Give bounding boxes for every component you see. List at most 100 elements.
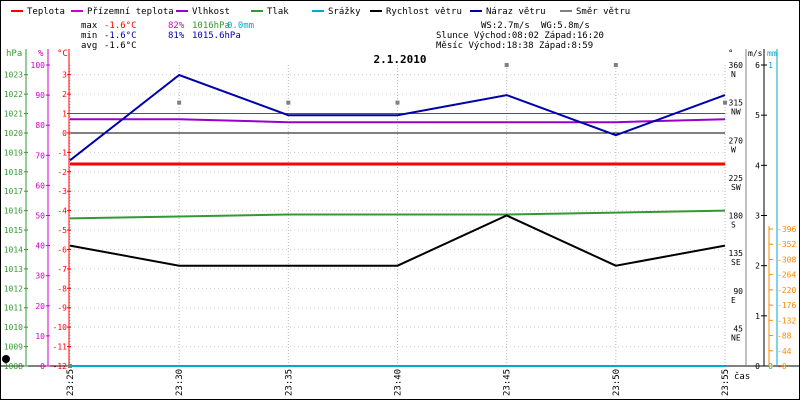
pressure-tick-label: 1014 xyxy=(4,245,23,254)
pressure-tick-label: 1023 xyxy=(4,71,23,80)
legend-label: Přízemní teplota xyxy=(87,7,174,17)
wind-tick-label: 6 xyxy=(755,61,760,70)
direction-tick-label: 225 xyxy=(729,174,744,183)
direction-tick-label: 45 xyxy=(733,324,743,333)
direction-point xyxy=(68,364,72,368)
corner-dot xyxy=(2,355,10,363)
radiation-tick-label: -264 xyxy=(777,271,796,280)
x-tick-label: 23:25 xyxy=(66,369,76,396)
wind-tick-label: 1 xyxy=(755,312,760,321)
wind-tick-label: 5 xyxy=(755,111,760,120)
pressure-tick-label: 1010 xyxy=(4,323,23,332)
stat-avg-label: avg xyxy=(81,41,97,51)
wind-tick-label: 4 xyxy=(755,161,760,170)
radiation-tick-label: -132 xyxy=(777,316,796,325)
direction-tick-label: 135 xyxy=(729,249,744,258)
humidity-tick-label: 100 xyxy=(31,61,46,70)
pressure-tick-label: 1019 xyxy=(4,148,23,157)
temperature-tick-label: -4 xyxy=(57,207,67,216)
x-tick-label: 23:30 xyxy=(175,369,185,396)
axes: 23:25 23:30 23:35 23:40 23:45 23:50 23:55hPa10… xyxy=(1,49,799,396)
pressure-tick-label: 1008 xyxy=(4,362,23,371)
stat-min-hum: 81% xyxy=(168,31,185,41)
radiation-tick-label: -176 xyxy=(777,301,796,310)
humidity-tick-label: 90 xyxy=(35,91,45,100)
info-panel: WS:2.7m/s WG:5.8m/s Slunce Východ:08:02 … xyxy=(436,21,604,51)
radiation-tick-label: -0 xyxy=(777,362,787,371)
temperature-tick-label: 1 xyxy=(62,110,67,119)
direction-point xyxy=(613,63,618,67)
series-line xyxy=(69,73,726,162)
legend-label: Srážky xyxy=(328,7,361,17)
info-ws: WS:2.7m/s xyxy=(481,21,530,31)
direction-name-label: SE xyxy=(731,258,741,267)
stat-min-press: 1015.6hPa xyxy=(192,31,241,41)
x-tick-label: 23:45 xyxy=(503,369,513,396)
temperature-tick-label: -10 xyxy=(53,323,68,332)
direction-tick-label: 90 xyxy=(733,287,743,296)
direction-point xyxy=(286,100,291,105)
direction-name-label: E xyxy=(731,296,736,305)
temperature-tick-label: -5 xyxy=(57,226,67,235)
humidity-tick-label: 30 xyxy=(35,272,45,281)
x-tick-label: 23:35 xyxy=(284,369,294,396)
radiation-tick-label: -220 xyxy=(777,286,796,295)
radiation-tick-label: -308 xyxy=(777,255,796,264)
humidity-tick-label: 60 xyxy=(35,181,45,190)
direction-point xyxy=(504,63,509,67)
radiation-tick-label: -396 xyxy=(777,225,796,234)
pressure-tick-label: 1011 xyxy=(4,304,23,313)
legend: Teplota Přízemní teplota Vlhkost Tlak Srážky… xyxy=(11,7,630,17)
temperature-tick-label: -12 xyxy=(53,362,68,371)
stat-min-label: min xyxy=(81,31,97,41)
humidity-unit-label: % xyxy=(38,49,44,59)
humidity-tick-label: 70 xyxy=(35,151,45,160)
legend-label: Rychlost větru xyxy=(386,7,462,17)
direction-name-label: W xyxy=(731,145,736,154)
direction-tick-label: 180 xyxy=(729,212,744,221)
humidity-tick-label: 80 xyxy=(35,121,45,130)
pressure-tick-label: 1012 xyxy=(4,284,23,293)
legend-label: Směr větru xyxy=(576,7,630,17)
stats-panel: max -1.6°C 82% 1016hPa 0.0mm min -1.6°C … xyxy=(81,21,254,51)
info-moon: Měsíc Východ:18:38 Západ:8:59 xyxy=(436,41,593,51)
temperature-tick-label: 2 xyxy=(62,90,67,99)
pressure-tick-label: 1013 xyxy=(4,265,23,274)
direction-name-label: SW xyxy=(731,183,741,192)
temperature-tick-label: -8 xyxy=(57,284,67,293)
temperature-tick-label: -9 xyxy=(57,304,67,313)
temperature-unit-label: °C xyxy=(57,49,68,59)
series-line xyxy=(70,118,726,124)
humidity-tick-label: 50 xyxy=(35,212,45,221)
temperature-tick-label: -6 xyxy=(57,245,67,254)
temperature-tick-label: -7 xyxy=(57,265,67,274)
temperature-tick-label: -1 xyxy=(57,148,67,157)
rain-unit-label: mm xyxy=(767,49,777,58)
legend-label: Vlhkost xyxy=(192,7,230,17)
pressure-tick-label: 1016 xyxy=(4,207,23,216)
radiation-tick-label: -88 xyxy=(777,332,792,341)
pressure-unit-label: hPa xyxy=(6,49,22,59)
x-tick-label: 23:50 xyxy=(612,369,622,396)
temperature-tick-label: -3 xyxy=(57,187,67,196)
pressure-tick-label: 1022 xyxy=(4,90,23,99)
temperature-tick-label: 0 xyxy=(62,129,67,138)
humidity-tick-label: 10 xyxy=(35,332,45,341)
direction-name-label: NW xyxy=(731,108,741,117)
humidity-tick-label: 20 xyxy=(35,302,45,311)
humidity-tick-label: 0 xyxy=(40,362,45,371)
temperature-tick-label: -11 xyxy=(53,343,68,352)
direction-point xyxy=(723,100,727,105)
direction-point xyxy=(395,100,400,105)
pressure-tick-label: 1009 xyxy=(4,343,23,352)
info-wg: WG:5.8m/s xyxy=(541,21,590,31)
legend-label: Náraz větru xyxy=(486,7,546,17)
info-sun: Slunce Východ:08:02 Západ:16:20 xyxy=(436,31,604,41)
x-tick-label: 23:55 xyxy=(721,369,731,396)
x-tick-label: 23:40 xyxy=(394,369,404,396)
stat-min-temp: -1.6°C xyxy=(104,31,137,41)
wind-unit-label: m/s xyxy=(748,49,763,58)
pressure-tick-label: 1020 xyxy=(4,129,23,138)
